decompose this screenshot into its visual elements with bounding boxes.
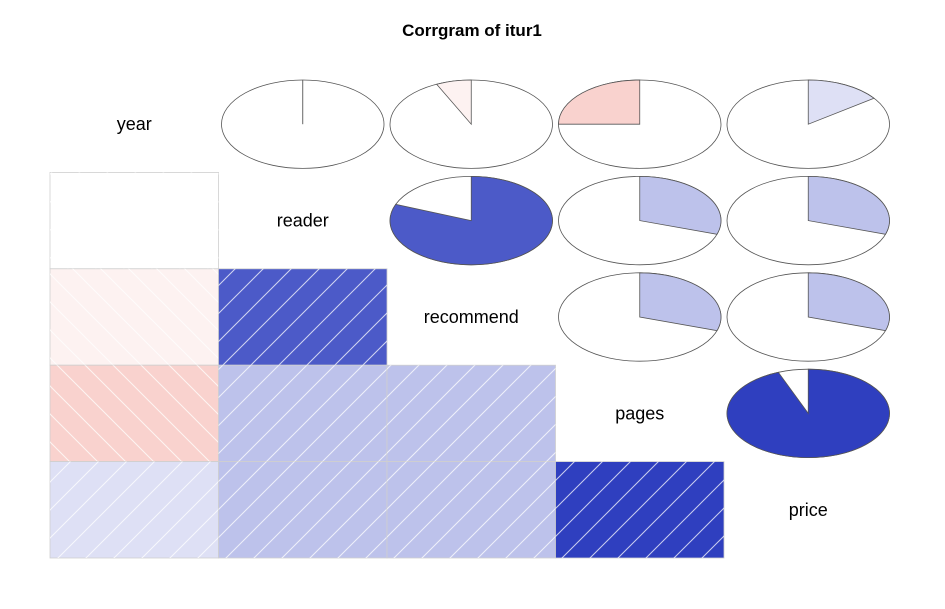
shade-hatch-pages-reader bbox=[218, 365, 387, 462]
pie-slice-year-price bbox=[807, 79, 875, 125]
shade-hatch-pages-recommend bbox=[387, 365, 556, 462]
variable-label-pages: pages bbox=[615, 403, 664, 423]
variable-label-recommend: recommend bbox=[424, 307, 519, 327]
pie-slice-recommend-pages bbox=[639, 272, 722, 332]
shade-hatch-price-recommend bbox=[387, 461, 556, 558]
shade-hatch-price-reader bbox=[218, 461, 387, 558]
variable-label-year: year bbox=[117, 114, 152, 134]
pie-slice-reader-price bbox=[807, 175, 890, 235]
pie-slice-reader-recommend bbox=[389, 175, 553, 266]
shade-hatch-reader-year bbox=[50, 172, 219, 269]
shade-hatch-price-year bbox=[50, 461, 219, 558]
pie-slice-recommend-price bbox=[807, 272, 890, 332]
shade-hatch-recommend-reader bbox=[218, 268, 387, 366]
pie-slice-year-pages bbox=[558, 79, 641, 125]
pie-slice-pages-price bbox=[726, 368, 890, 458]
corrgram-cells: year reader recommend pages price bbox=[49, 79, 890, 559]
pie-slice-reader-pages bbox=[639, 175, 722, 235]
chart-title: Corrgram of itur1 bbox=[402, 21, 542, 40]
shade-hatch-price-pages bbox=[555, 461, 724, 558]
pie-slice-year-recommend bbox=[435, 79, 472, 126]
variable-label-price: price bbox=[789, 500, 828, 520]
shade-hatch-recommend-year bbox=[50, 268, 219, 366]
shade-hatch-pages-year bbox=[50, 365, 219, 462]
variable-label-reader: reader bbox=[277, 211, 329, 231]
